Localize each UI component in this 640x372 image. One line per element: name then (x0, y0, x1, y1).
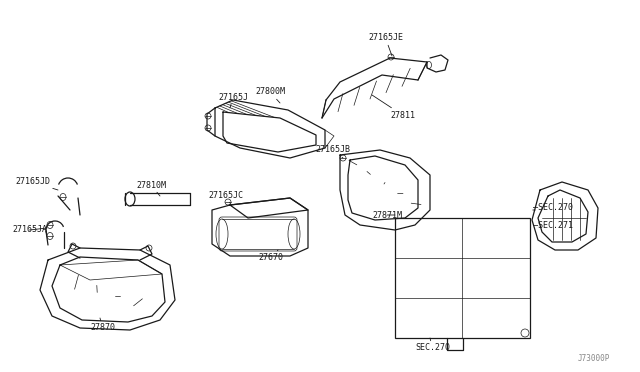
Text: 27670: 27670 (258, 250, 283, 263)
Text: —SEC.270: —SEC.270 (533, 202, 573, 212)
Bar (395, 218, 530, 338)
Text: 27165JB: 27165JB (315, 145, 350, 158)
Text: J73000P: J73000P (578, 354, 610, 363)
Text: 27811: 27811 (372, 95, 415, 119)
Text: SEC.270: SEC.270 (415, 338, 450, 353)
Text: —SEC.271: —SEC.271 (533, 221, 573, 230)
Text: 27871M: 27871M (372, 211, 402, 219)
Text: 27800M: 27800M (255, 87, 285, 103)
Text: 27165JA: 27165JA (12, 225, 47, 234)
Text: 27165J: 27165J (218, 93, 248, 108)
Text: 27165JE: 27165JE (368, 33, 403, 56)
Text: 27165JD: 27165JD (15, 177, 58, 190)
Text: 27870: 27870 (90, 318, 115, 333)
Text: 27810M: 27810M (136, 180, 166, 196)
Text: 27165JC: 27165JC (208, 190, 243, 203)
